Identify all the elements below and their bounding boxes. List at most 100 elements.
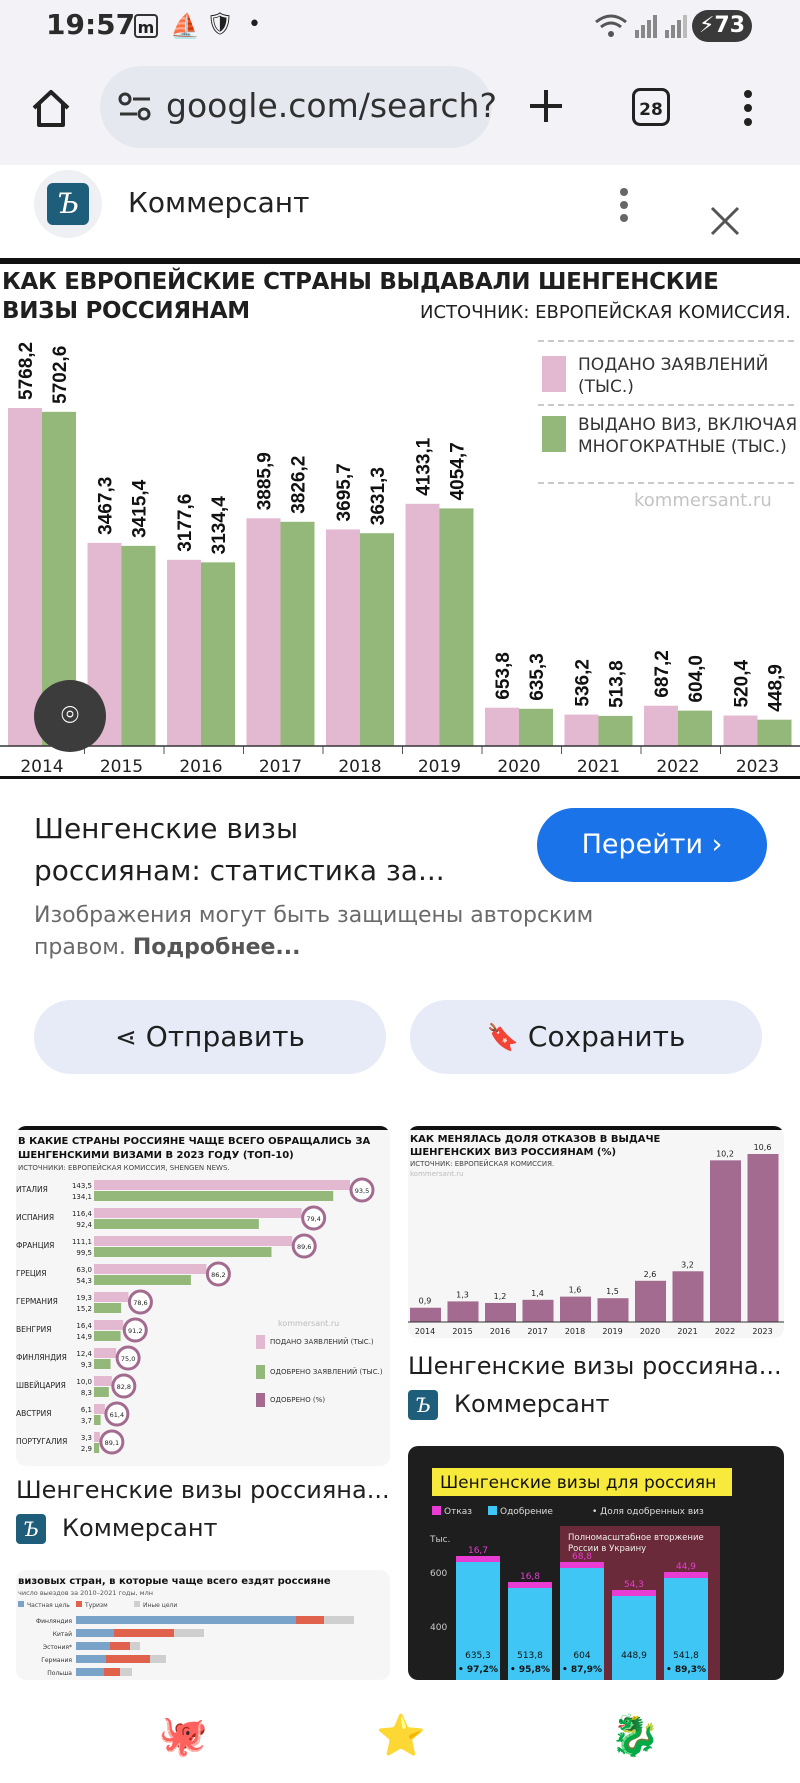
- related-title-1[interactable]: Шенгенские визы россияна...: [16, 1476, 390, 1504]
- country-label: ПОРТУГАЛИЯ: [16, 1437, 67, 1446]
- source-name[interactable]: Коммерсант: [128, 186, 310, 219]
- save-label: Сохранить: [527, 1020, 686, 1053]
- refusal-bar: [597, 1298, 629, 1322]
- bar-applied-2017: [246, 518, 281, 746]
- bar-value-label: 3826,2: [289, 456, 310, 514]
- result-title-line1[interactable]: Шенгенские визы: [34, 812, 299, 845]
- thumb-bar-applied: [94, 1348, 117, 1358]
- chart-source: ИСТОЧНИК: ЕВРОПЕЙСКАЯ КОМИССИЯ.: [420, 302, 791, 323]
- goto-button[interactable]: Перейти ›: [537, 808, 767, 882]
- thumb3-chart: визовых стран, в которые чаще всего ездя…: [18, 1576, 354, 1677]
- thumb-header: КАК МЕНЯЛАСЬ ДОЛЯ ОТКАЗОВ В ВЫДАЧЕ: [410, 1134, 661, 1145]
- chart-top-rule: [0, 258, 800, 264]
- thumb-legend-swatch: [76, 1601, 82, 1607]
- thumb-bar-approved: [94, 1415, 101, 1425]
- result-title-line2[interactable]: россиянам: статистика за...: [34, 854, 445, 887]
- approval-segment: [612, 1596, 656, 1680]
- refusal-bar: [485, 1302, 516, 1322]
- related-source-1[interactable]: Коммерсант: [62, 1514, 218, 1542]
- pct-label: 89,1: [105, 1439, 119, 1447]
- google-lens-icon[interactable]: ⌾: [34, 680, 106, 752]
- new-tab-icon[interactable]: [528, 88, 564, 124]
- starfish-icon[interactable]: ⭐: [376, 1713, 426, 1759]
- refusal-segment: [612, 1590, 656, 1596]
- related-title-2[interactable]: Шенгенские визы россияна...: [408, 1352, 782, 1380]
- tab-switcher-button[interactable]: 28: [632, 88, 670, 126]
- bar-value-label: 3467,3: [96, 477, 117, 535]
- bar-applied-2022: [644, 705, 678, 746]
- thumb-row-label: Германия: [41, 1657, 72, 1664]
- copyright-notice: Изображения могут быть защищены авторски…: [34, 900, 654, 964]
- approved-value: 541,8: [673, 1651, 699, 1661]
- country-label: ИСПАНИЯ: [16, 1213, 54, 1222]
- ship-icon: ⛵: [170, 12, 200, 40]
- refusal-value: 1,5: [606, 1287, 619, 1296]
- seahorse-icon[interactable]: 🐉: [610, 1713, 660, 1759]
- address-bar[interactable]: [100, 66, 492, 148]
- refusal-bar: [410, 1307, 441, 1322]
- related-image-2[interactable]: КАК МЕНЯЛАСЬ ДОЛЯ ОТКАЗОВ В ВЫДАЧЕ ШЕНГЕ…: [408, 1126, 784, 1338]
- bar-issued-2016: [201, 562, 235, 746]
- result-title[interactable]: Шенгенские визы россиянам: статистика за…: [34, 808, 494, 892]
- thumb-row-bar: [120, 1668, 132, 1676]
- bar-issued-2018: [360, 533, 394, 746]
- refusal-value: 2,6: [644, 1270, 657, 1279]
- x-tick-label: 2017: [259, 757, 302, 777]
- visa-bar-chart: 5768,2 5702,6 2014 3467,3 3415,4 2015 3177,6 31…: [0, 342, 800, 777]
- pct-ring: [291, 1233, 317, 1259]
- approved-value: 604: [573, 1651, 590, 1661]
- refusal-value: 16,8: [520, 1572, 540, 1582]
- chart-watermark: kommersant.ru: [634, 490, 772, 511]
- related-image-3[interactable]: визовых стран, в которые чаще всего ездя…: [16, 1570, 390, 1680]
- related-image-4[interactable]: Шенгенские визы для россиян Отказ Одобрени…: [408, 1446, 784, 1680]
- refusal-value: 1,6: [569, 1286, 582, 1295]
- x-tick-label: 2021: [577, 757, 620, 777]
- share-icon: ⋖: [115, 1023, 137, 1053]
- year-label: 2021: [677, 1327, 697, 1336]
- approval-share: • 97,2%: [458, 1665, 498, 1675]
- share-button[interactable]: ⋖ Отправить: [34, 1000, 386, 1074]
- country-label: ГЕРМАНИЯ: [16, 1297, 58, 1306]
- thumb-value-applied: 63,0: [76, 1266, 92, 1274]
- bar-value-label: 3177,6: [175, 494, 196, 552]
- home-icon[interactable]: [30, 88, 72, 128]
- thumb-bar-applied: [94, 1292, 129, 1302]
- source-logo[interactable]: Ъ: [34, 170, 102, 238]
- bar-applied-2016: [167, 559, 201, 746]
- thumb-value-approved: 134,1: [72, 1193, 92, 1201]
- bar-value-label: 536,2: [573, 659, 594, 707]
- more-options-icon[interactable]: [618, 186, 630, 224]
- related-image-1[interactable]: В КАКИЕ СТРАНЫ РОССИЯНЕ ЧАЩЕ ВСЕГО ОБРАЩ…: [16, 1126, 390, 1466]
- legend-label-issued: ВЫДАНО ВИЗ, ВКЛЮЧАЯ МНОГОКРАТНЫЕ (ТЫС.): [578, 415, 798, 457]
- thumb-value-applied: 116,4: [72, 1210, 93, 1218]
- thumb-bar-applied: [94, 1208, 302, 1218]
- kommersant-logo-icon: Ъ: [408, 1390, 438, 1420]
- site-settings-icon[interactable]: [118, 92, 152, 122]
- refusal-value: 1,4: [531, 1289, 544, 1298]
- thumb-legend-label: ОДОБРЕНО (%): [270, 1396, 325, 1404]
- related-source-2[interactable]: Коммерсант: [454, 1390, 610, 1418]
- thumb-bar-applied: [94, 1432, 100, 1442]
- octopus-icon[interactable]: 🐙: [158, 1713, 208, 1759]
- pct-ring: [111, 1373, 137, 1399]
- more-link[interactable]: Подробнее...: [132, 935, 301, 960]
- country-label: АВСТРИЯ: [16, 1409, 51, 1418]
- bar-value-label: 4054,7: [448, 442, 469, 500]
- thumb-bar-applied: [94, 1236, 293, 1246]
- save-button[interactable]: 🔖 Сохранить: [410, 1000, 762, 1074]
- pct-label: 78,6: [133, 1299, 147, 1307]
- pct-ring: [301, 1205, 327, 1231]
- pct-ring: [104, 1401, 130, 1427]
- approval-segment: [664, 1578, 708, 1680]
- menu-icon[interactable]: [742, 88, 754, 128]
- pct-label: 79,4: [306, 1215, 320, 1223]
- thumb-value-approved: 99,5: [76, 1249, 92, 1257]
- refusal-value: 10,2: [716, 1149, 734, 1158]
- thumb-legend-swatch: [256, 1365, 265, 1379]
- close-icon[interactable]: [708, 204, 742, 238]
- url-text[interactable]: google.com/search?: [166, 86, 497, 125]
- refusal-bar: [747, 1154, 779, 1322]
- axis-label: Тыс.: [429, 1535, 450, 1545]
- approval-share: • 95,8%: [510, 1665, 550, 1675]
- thumb-bar-approved: [94, 1191, 334, 1201]
